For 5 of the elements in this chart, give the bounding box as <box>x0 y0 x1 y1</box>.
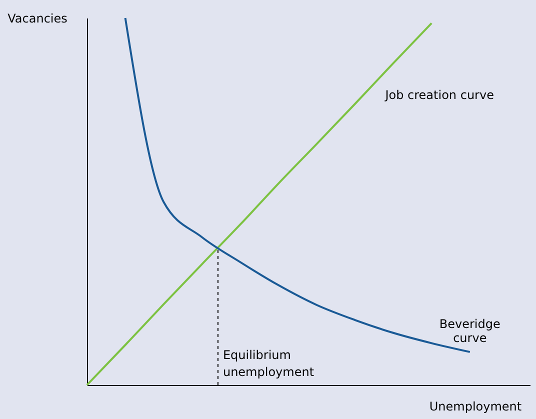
series-label: Beveridge curve <box>439 316 500 345</box>
series-label: Job creation curve <box>384 88 494 102</box>
x-axis-title: Unemployment <box>429 400 522 414</box>
annotation: Equilibrium unemployment <box>222 348 314 379</box>
y-axis-title: Vacancies <box>8 12 68 26</box>
